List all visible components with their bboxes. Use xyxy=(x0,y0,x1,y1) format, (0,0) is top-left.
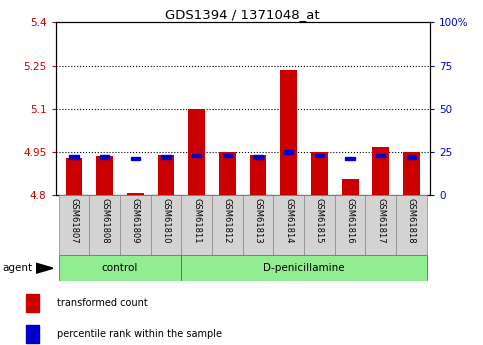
Text: D-penicillamine: D-penicillamine xyxy=(263,263,345,273)
Text: GSM61811: GSM61811 xyxy=(192,198,201,244)
Bar xyxy=(120,195,151,255)
Text: GSM61817: GSM61817 xyxy=(376,198,385,244)
Text: transformed count: transformed count xyxy=(57,298,148,308)
Bar xyxy=(89,195,120,255)
Bar xyxy=(250,155,267,195)
Bar xyxy=(161,155,170,159)
Bar xyxy=(315,154,324,157)
Text: percentile rank within the sample: percentile rank within the sample xyxy=(57,329,222,339)
Bar xyxy=(341,179,358,195)
Text: GSM61818: GSM61818 xyxy=(407,198,416,244)
Text: GSM61815: GSM61815 xyxy=(315,198,324,244)
Bar xyxy=(58,195,89,255)
Bar xyxy=(58,255,181,281)
Bar xyxy=(273,195,304,255)
Bar xyxy=(243,195,273,255)
Bar xyxy=(127,194,144,195)
Bar xyxy=(26,294,39,312)
Bar xyxy=(192,154,201,157)
Text: GSM61810: GSM61810 xyxy=(161,198,170,244)
Text: GSM61814: GSM61814 xyxy=(284,198,293,244)
Bar xyxy=(223,154,232,157)
Bar xyxy=(407,155,416,159)
Bar xyxy=(131,157,140,160)
Polygon shape xyxy=(36,263,53,273)
Text: control: control xyxy=(102,263,138,273)
Bar xyxy=(188,109,205,195)
Text: GSM61808: GSM61808 xyxy=(100,198,109,244)
Bar xyxy=(372,147,389,195)
Bar xyxy=(70,155,79,159)
Bar xyxy=(151,195,181,255)
Bar xyxy=(403,152,420,195)
Bar xyxy=(181,195,212,255)
Bar xyxy=(26,325,39,343)
Bar xyxy=(181,255,427,281)
Bar xyxy=(284,150,293,154)
Text: GSM61812: GSM61812 xyxy=(223,198,232,244)
Text: GSM61809: GSM61809 xyxy=(131,198,140,244)
Bar xyxy=(335,195,366,255)
Bar xyxy=(366,195,396,255)
Bar xyxy=(280,70,297,195)
Bar xyxy=(100,155,109,159)
Title: GDS1394 / 1371048_at: GDS1394 / 1371048_at xyxy=(165,8,320,21)
Bar xyxy=(219,152,236,195)
Bar xyxy=(96,156,113,195)
Bar xyxy=(376,154,385,157)
Bar xyxy=(157,155,174,195)
Bar xyxy=(254,155,263,159)
Bar xyxy=(66,158,83,195)
Text: agent: agent xyxy=(2,263,32,273)
Text: GSM61813: GSM61813 xyxy=(254,198,263,244)
Bar xyxy=(212,195,243,255)
Text: GSM61807: GSM61807 xyxy=(70,198,78,244)
Text: GSM61816: GSM61816 xyxy=(346,198,355,244)
Bar xyxy=(304,195,335,255)
Bar xyxy=(345,157,355,160)
Bar xyxy=(396,195,427,255)
Bar xyxy=(311,152,328,195)
